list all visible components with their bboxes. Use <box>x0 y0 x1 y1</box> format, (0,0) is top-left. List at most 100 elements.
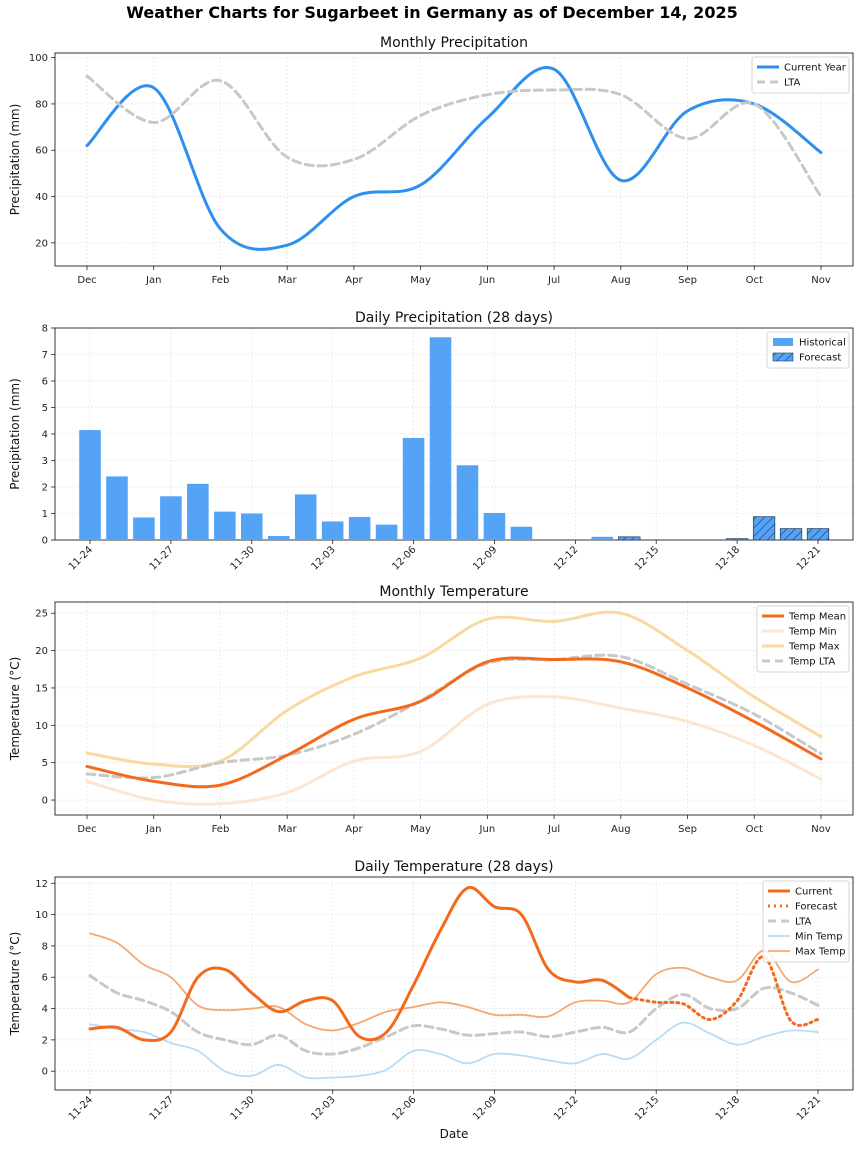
x-tick-label: Jul <box>547 824 560 835</box>
legend: Current Forecast LTA Min Temp Max Temp <box>762 880 850 963</box>
y-tick-label: 60 <box>35 146 48 157</box>
y-tick-label: 25 <box>35 609 48 620</box>
x-tick-label: 12-03 <box>309 544 337 572</box>
x-tick-label: May <box>410 824 431 835</box>
bar-historical <box>510 526 533 540</box>
legend-entry: Current <box>795 887 833 898</box>
x-tick-label: 11-27 <box>148 544 176 572</box>
x-tick-label: Sep <box>678 275 697 286</box>
y-tick-label: 7 <box>42 350 48 361</box>
legend-entry: Forecast <box>795 902 837 913</box>
x-tick-label: 12-21 <box>795 544 823 572</box>
series-line-current <box>88 885 631 1043</box>
y-axis-label: Precipitation (mm) <box>8 104 22 216</box>
x-tick-label: Jun <box>479 824 496 835</box>
legend-entry: Temp LTA <box>788 657 835 668</box>
series-line-temp-lta <box>85 653 823 780</box>
bar-historical <box>133 517 155 540</box>
x-tick-label: 12-15 <box>633 1094 661 1122</box>
bar-historical <box>106 476 128 540</box>
legend-entry: Max Temp <box>795 947 846 958</box>
bar-historical <box>375 524 398 540</box>
chart-title: Daily Temperature (28 days) <box>354 859 553 875</box>
legend-entry: Min Temp <box>795 932 843 943</box>
x-tick-label: 12-09 <box>471 544 499 572</box>
bar-forecast <box>779 528 803 541</box>
y-tick-label: 15 <box>35 683 48 694</box>
y-tick-label: 10 <box>35 910 48 921</box>
y-tick-label: 40 <box>35 192 48 203</box>
legend-swatch <box>773 338 793 346</box>
x-tick-label: 12-03 <box>309 1094 337 1122</box>
series-line-max-temp <box>89 932 819 1032</box>
x-tick-label: 12-18 <box>714 1094 742 1122</box>
x-tick-label: Nov <box>811 824 831 835</box>
legend-entry: Temp Min <box>788 627 837 638</box>
x-tick-label: 12-06 <box>390 1094 418 1122</box>
bar-forecast <box>725 538 749 541</box>
bar-historical <box>240 513 263 540</box>
y-tick-label: 5 <box>42 758 48 769</box>
legend: Historical Forecast <box>766 331 850 369</box>
bar-historical <box>79 430 101 540</box>
series-line-forecast <box>627 955 820 1027</box>
y-tick-label: 4 <box>42 1004 48 1015</box>
legend-entry: Historical <box>799 338 846 349</box>
x-tick-label: 12-09 <box>471 1094 499 1122</box>
chart-title: Monthly Precipitation <box>380 35 528 51</box>
x-axis-label: Date <box>440 1127 469 1141</box>
y-tick-label: 20 <box>35 238 48 249</box>
legend-entry: LTA <box>784 78 801 89</box>
x-tick-label: Feb <box>212 824 230 835</box>
x-tick-label: Jun <box>479 275 496 286</box>
y-axis-label: Precipitation (mm) <box>8 378 22 490</box>
x-tick-label: 12-21 <box>795 1094 823 1122</box>
legend-entry: Current Year <box>784 63 847 74</box>
bar-historical <box>267 536 290 540</box>
y-tick-label: 1 <box>42 509 48 520</box>
x-tick-label: Dec <box>77 824 96 835</box>
y-tick-label: 6 <box>42 377 48 388</box>
legend-entry: Temp Max <box>788 642 840 653</box>
y-tick-label: 2 <box>42 1035 48 1046</box>
x-tick-label: Mar <box>278 275 298 286</box>
x-tick-label: 12-15 <box>633 544 661 572</box>
plot-frame <box>54 601 854 816</box>
x-tick-label: 11-30 <box>229 1094 257 1122</box>
bar-historical <box>456 465 479 540</box>
x-tick-label: Jan <box>145 824 161 835</box>
x-tick-label: 11-30 <box>229 544 257 572</box>
x-tick-label: 12-06 <box>390 544 418 572</box>
plot-frame <box>54 52 854 267</box>
y-tick-label: 80 <box>35 99 48 110</box>
chart-panel-2: 0 1 2 3 4 5 6 7 8 11-24 11-27 11-30 12-03 12-06 12-09 1… <box>8 310 854 573</box>
y-tick-label: 10 <box>35 721 48 732</box>
figure-title: Weather Charts for Sugarbeet in Germany … <box>126 3 737 22</box>
x-tick-label: Aug <box>611 275 631 286</box>
bar-historical <box>402 437 425 540</box>
x-tick-label: Oct <box>746 275 763 286</box>
y-tick-label: 12 <box>35 879 48 890</box>
x-tick-label: Aug <box>611 824 631 835</box>
x-tick-label: Apr <box>345 824 363 835</box>
y-tick-label: 0 <box>42 1067 48 1078</box>
x-tick-label: Feb <box>212 275 230 286</box>
chart-panel-1: 20 40 60 80 100 Dec Jan Feb Mar Apr May Jun Jul Aug Se… <box>8 35 854 286</box>
bar-forecast <box>806 528 830 541</box>
series-line-lta <box>88 974 820 1056</box>
y-tick-label: 8 <box>42 324 48 335</box>
chart-title: Daily Precipitation (28 days) <box>355 310 553 326</box>
y-tick-label: 100 <box>29 53 48 64</box>
x-tick-label: Jan <box>145 275 161 286</box>
y-axis-label: Temperature (°C) <box>8 657 22 762</box>
bar-historical <box>187 483 209 540</box>
chart-panel-4: 0 2 4 6 8 10 12 11-24 11-27 11-30 12-03 12-06 12-09 1… <box>8 859 854 1141</box>
series-line-temp-min <box>85 695 823 806</box>
bar-forecast <box>618 536 641 541</box>
chart-title: Monthly Temperature <box>379 584 528 600</box>
legend: Temp Mean Temp Min Temp Max Temp LTA <box>756 605 850 673</box>
chart-panel-3: 0 5 10 15 20 25 Dec Jan Feb Mar Apr May Jun Jul Aug Sep… <box>8 584 854 835</box>
bar-historical <box>591 536 614 540</box>
